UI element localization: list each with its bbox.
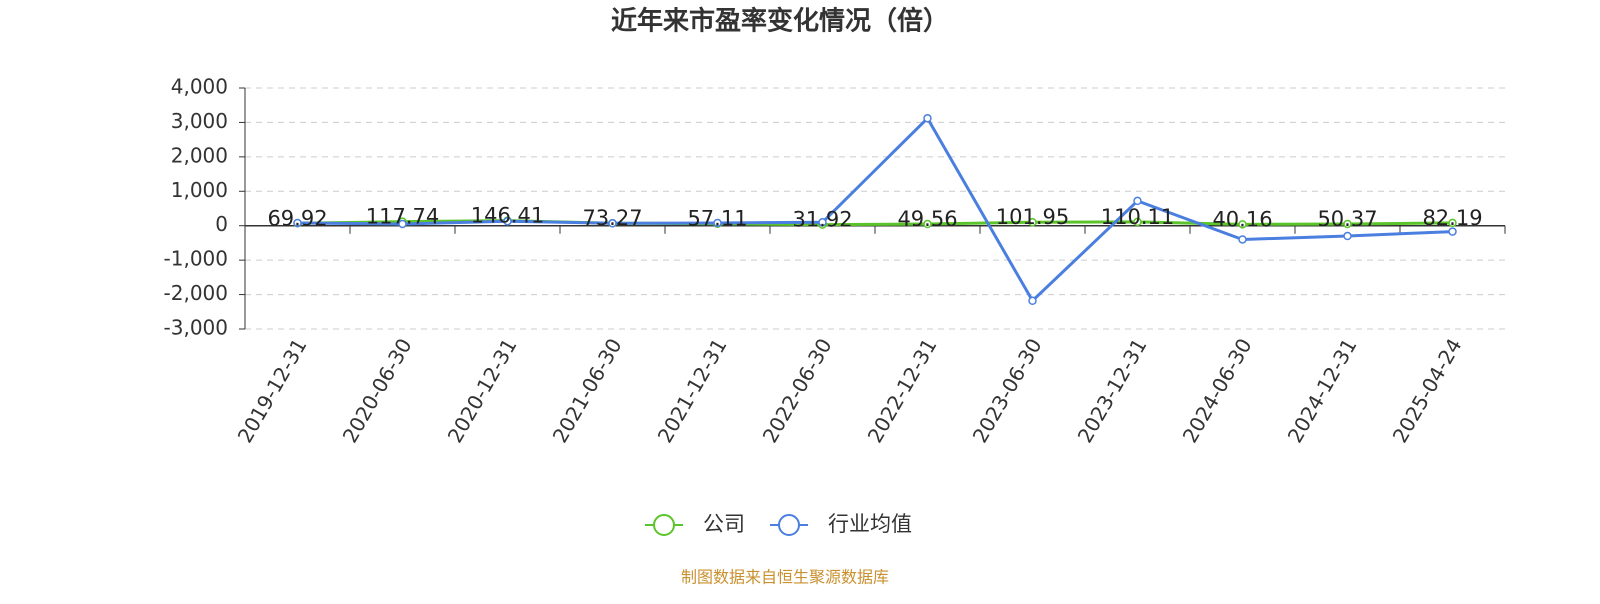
data-label: 82.19	[1422, 206, 1482, 230]
x-tick-label: 2023-12-31	[1073, 334, 1152, 447]
legend-label: 公司	[703, 512, 745, 536]
x-tick-label: 2021-06-30	[548, 334, 627, 447]
data-point	[818, 218, 827, 227]
data-label: 146.41	[471, 204, 544, 228]
data-point	[1133, 217, 1142, 227]
data-label: 73.27	[582, 206, 642, 230]
data-point	[398, 219, 407, 229]
data-point	[1028, 217, 1037, 227]
y-tick-label: 0	[215, 212, 228, 236]
x-tick-label: 2022-12-31	[863, 334, 942, 447]
y-tick-label: -1,000	[164, 247, 228, 271]
data-point	[1343, 231, 1352, 241]
data-point	[1448, 227, 1457, 236]
x-tick-label: 2020-06-30	[338, 334, 417, 447]
source-note: 制图数据来自恒生聚源数据库	[681, 568, 889, 587]
data-point	[923, 219, 932, 229]
x-tick-label: 2024-06-30	[1178, 334, 1257, 447]
x-tick-label: 2025-04-24	[1388, 334, 1467, 447]
data-point	[503, 216, 512, 226]
data-label: 110.11	[1101, 205, 1174, 229]
chart-title: 近年来市盈率变化情况（倍）	[611, 6, 949, 37]
x-tick-label: 2020-12-31	[443, 334, 522, 447]
data-label: 101.95	[996, 205, 1069, 229]
x-tick-label: 2019-12-31	[233, 334, 312, 447]
legend-marker	[778, 514, 800, 536]
data-label: 117.74	[366, 205, 439, 229]
data-point	[1133, 196, 1142, 206]
data-point	[1238, 220, 1247, 229]
data-label: 50.37	[1317, 207, 1377, 231]
data-point	[713, 218, 722, 228]
data-point	[1343, 219, 1352, 229]
legend-label: 行业均值	[828, 512, 912, 536]
data-label: 69.92	[267, 206, 327, 230]
y-tick-label: -3,000	[164, 316, 228, 340]
x-tick-label: 2024-12-31	[1283, 334, 1362, 447]
legend-item: 公司	[645, 512, 745, 536]
data-point	[923, 114, 932, 123]
legend-marker	[653, 514, 675, 536]
data-label: 31.92	[792, 208, 852, 232]
data-label: 40.16	[1212, 207, 1272, 231]
y-tick-label: 4,000	[171, 75, 228, 99]
x-tick-label: 2021-12-31	[653, 334, 732, 447]
y-tick-label: 3,000	[171, 109, 228, 133]
series-line	[297, 115, 1453, 304]
x-tick-label: 2022-06-30	[758, 334, 837, 447]
x-tick-label: 2023-06-30	[968, 334, 1047, 447]
data-label: 57.11	[687, 207, 747, 231]
y-tick-label: -2,000	[164, 281, 228, 305]
data-point	[293, 218, 302, 228]
data-point	[1028, 296, 1037, 306]
data-label: 49.56	[897, 207, 957, 231]
legend-item: 行业均值	[770, 512, 912, 536]
y-tick-label: 2,000	[171, 143, 228, 167]
data-point	[608, 219, 617, 228]
data-point	[1238, 235, 1247, 244]
y-tick-label: 1,000	[171, 178, 228, 202]
data-point	[1448, 218, 1457, 228]
